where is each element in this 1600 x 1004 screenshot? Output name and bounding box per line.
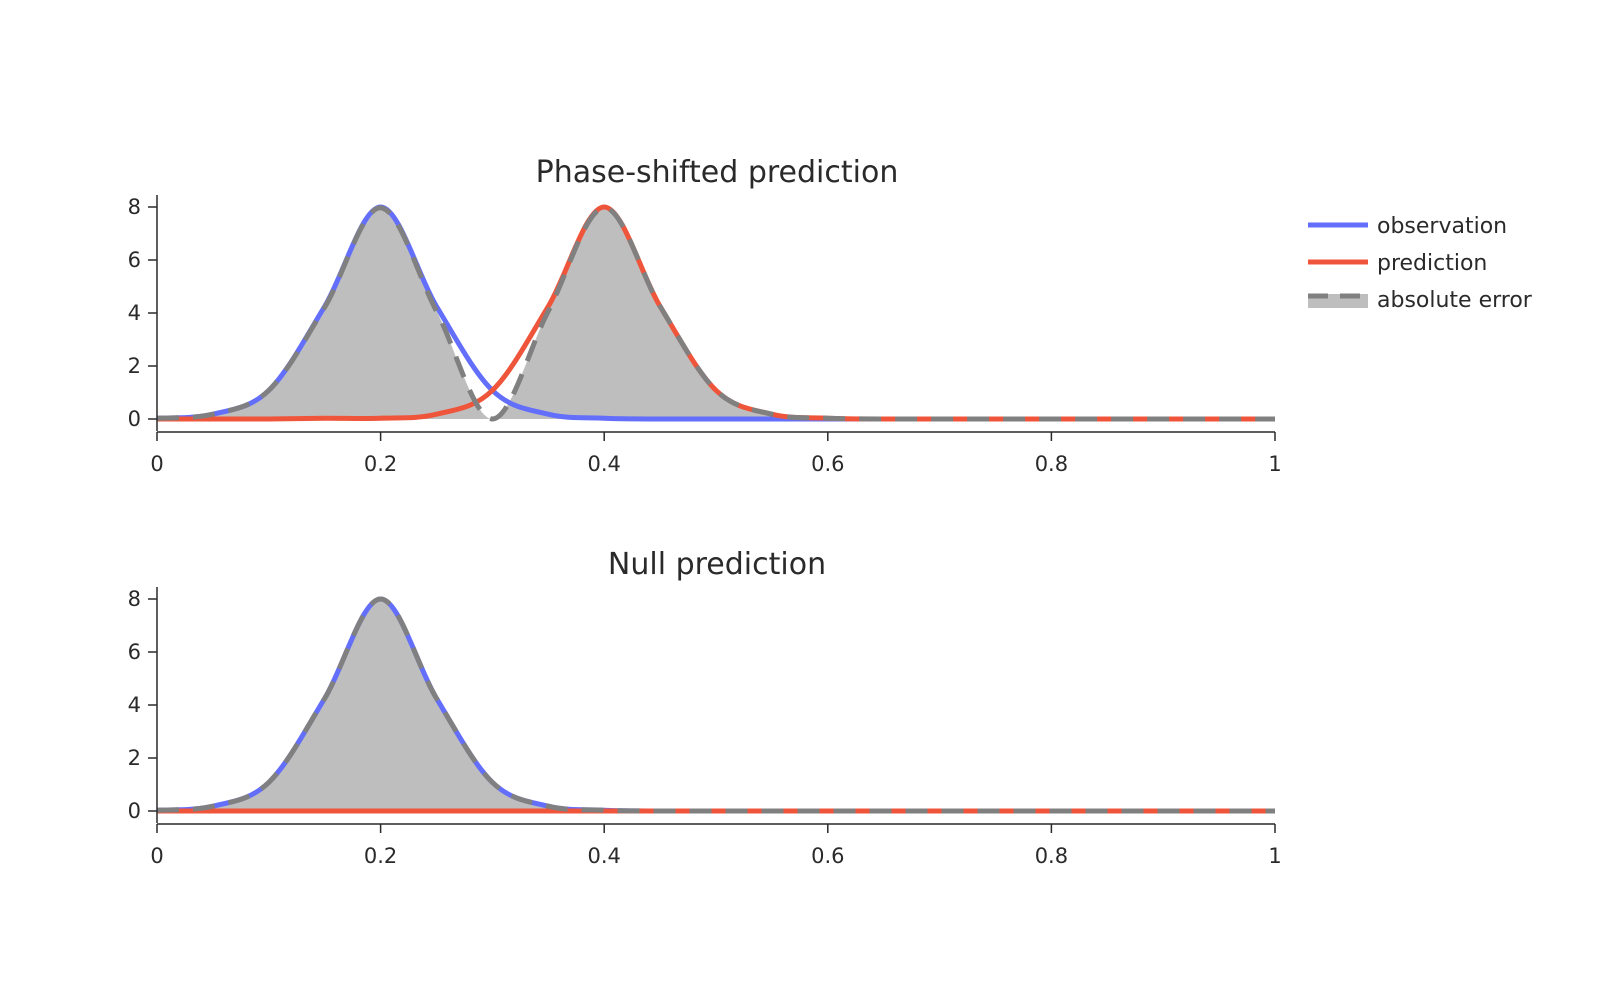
subplot-null: Null prediction 0 2 4 6 8 0 0.2 0.4 0.6 0.8 1 <box>128 547 1282 868</box>
y-tick-label: 8 <box>128 195 141 219</box>
x-tick-label: 0.6 <box>811 844 844 868</box>
axes-layer: 0 2 4 6 8 0 0.2 0.4 0.6 0.8 1 <box>128 195 1282 476</box>
y-tick-label: 4 <box>128 693 141 717</box>
subplot-title: Null prediction <box>608 547 826 582</box>
y-tick-label: 0 <box>128 799 141 823</box>
x-tick-label: 0 <box>150 844 163 868</box>
legend-item-prediction[interactable]: prediction <box>1308 251 1487 276</box>
legend-label-absolute-error: absolute error <box>1377 288 1533 313</box>
x-tick-label: 0.6 <box>811 452 844 476</box>
x-tick-label: 0 <box>150 452 163 476</box>
x-tick-label: 0.8 <box>1035 844 1068 868</box>
x-tick-label: 1 <box>1268 452 1281 476</box>
y-tick-label: 8 <box>128 587 141 611</box>
subplot-title: Phase-shifted prediction <box>536 155 899 190</box>
y-tick-label: 2 <box>128 354 141 378</box>
series-line-absolute-error <box>156 596 1275 814</box>
legend-label-prediction: prediction <box>1377 251 1487 276</box>
y-tick-label: 4 <box>128 301 141 325</box>
series-layer <box>156 596 1275 814</box>
x-tick-label: 1 <box>1268 844 1281 868</box>
x-tick-label: 0.8 <box>1035 452 1068 476</box>
x-tick-label: 0.4 <box>587 844 620 868</box>
legend-item-observation[interactable]: observation <box>1308 214 1507 239</box>
legend: observation prediction absolute error <box>1308 214 1533 313</box>
series-fill-absolute-error <box>157 207 1275 420</box>
series-layer <box>156 204 1275 422</box>
y-tick-label: 6 <box>128 640 141 664</box>
series-fill-absolute-error <box>157 599 1275 812</box>
subplot-phase-shifted: Phase-shifted prediction 0 2 4 6 8 0 0.2 0.4 0.6… <box>128 155 1282 476</box>
legend-label-observation: observation <box>1377 214 1507 239</box>
axes-layer: 0 2 4 6 8 0 0.2 0.4 0.6 0.8 1 <box>128 587 1282 868</box>
x-tick-label: 0.4 <box>587 452 620 476</box>
x-tick-label: 0.2 <box>364 452 397 476</box>
x-tick-label: 0.2 <box>364 844 397 868</box>
y-tick-label: 6 <box>128 248 141 272</box>
series-line-absolute-error <box>156 205 1275 422</box>
y-tick-label: 0 <box>128 407 141 431</box>
y-tick-label: 2 <box>128 746 141 770</box>
legend-item-absolute-error[interactable]: absolute error <box>1308 288 1533 313</box>
